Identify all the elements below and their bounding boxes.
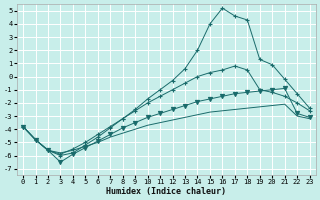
X-axis label: Humidex (Indice chaleur): Humidex (Indice chaleur) xyxy=(106,187,226,196)
